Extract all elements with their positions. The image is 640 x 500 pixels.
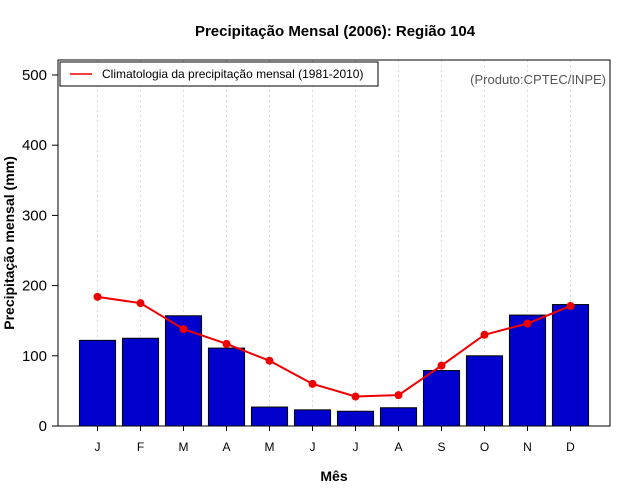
climatology-point [437, 361, 446, 370]
x-tick-label: F [137, 440, 144, 454]
climatology-point [523, 319, 532, 328]
plot-frame [57, 59, 611, 427]
climatology-point [308, 379, 317, 388]
x-tick-label: M [265, 440, 275, 454]
x-axis-label: Mês [320, 468, 347, 484]
climatology-point [351, 392, 360, 401]
bar [207, 347, 246, 427]
legend: Climatologia da precipitação mensal (198… [59, 61, 379, 87]
legend-box [59, 61, 379, 87]
bar [379, 407, 418, 427]
x-tick-label: J [310, 440, 316, 454]
source-credit: (Produto:CPTEC/INPE) [470, 72, 606, 87]
x-tick-label: M [179, 440, 189, 454]
x-tick-label: A [222, 440, 230, 454]
y-tick-label: 0 [39, 418, 47, 435]
x-tick-label: J [95, 440, 101, 454]
climatology-point [394, 391, 403, 400]
x-tick-label: A [394, 440, 402, 454]
x-tick-label: N [523, 440, 532, 454]
y-tick-label: 300 [22, 207, 47, 224]
x-tick-label: J [353, 440, 359, 454]
bar [551, 304, 590, 427]
x-tick-label: D [566, 440, 575, 454]
x-tick-label: O [480, 440, 489, 454]
x-tick-label: S [437, 440, 445, 454]
y-tick-label: 500 [22, 67, 47, 84]
bar [465, 355, 504, 427]
climatology-point [566, 301, 575, 310]
climatology-point [179, 325, 188, 334]
chart-title: Precipitação Mensal (2006): Região 104 [195, 23, 476, 40]
climatology-point [265, 356, 274, 365]
climatology-point [480, 330, 489, 339]
y-axis-label: Precipitação mensal (mm) [1, 156, 17, 330]
y-tick-label: 200 [22, 278, 47, 295]
axes: 0 100 200 300 400 500 J F M A M J J A S O N D [22, 67, 575, 454]
bar [293, 409, 332, 427]
climatology-line [97, 295, 571, 398]
climatology-point [93, 292, 102, 301]
y-tick-label: 400 [22, 137, 47, 154]
y-tick-label: 100 [22, 348, 47, 365]
bar-series [78, 304, 590, 427]
bar [121, 337, 160, 427]
legend-label-climatology: Climatologia da precipitação mensal (198… [102, 67, 363, 81]
bar [336, 410, 375, 427]
bar [250, 406, 289, 427]
climatology-point [136, 299, 145, 308]
climatology-series [93, 292, 575, 401]
bar [422, 370, 461, 427]
bar [78, 339, 117, 427]
climatology-point [222, 339, 231, 348]
bar [508, 314, 547, 427]
